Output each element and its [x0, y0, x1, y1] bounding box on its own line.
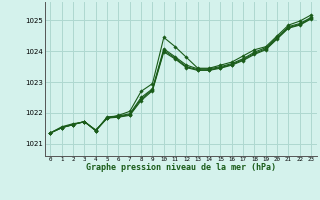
X-axis label: Graphe pression niveau de la mer (hPa): Graphe pression niveau de la mer (hPa)	[86, 163, 276, 172]
